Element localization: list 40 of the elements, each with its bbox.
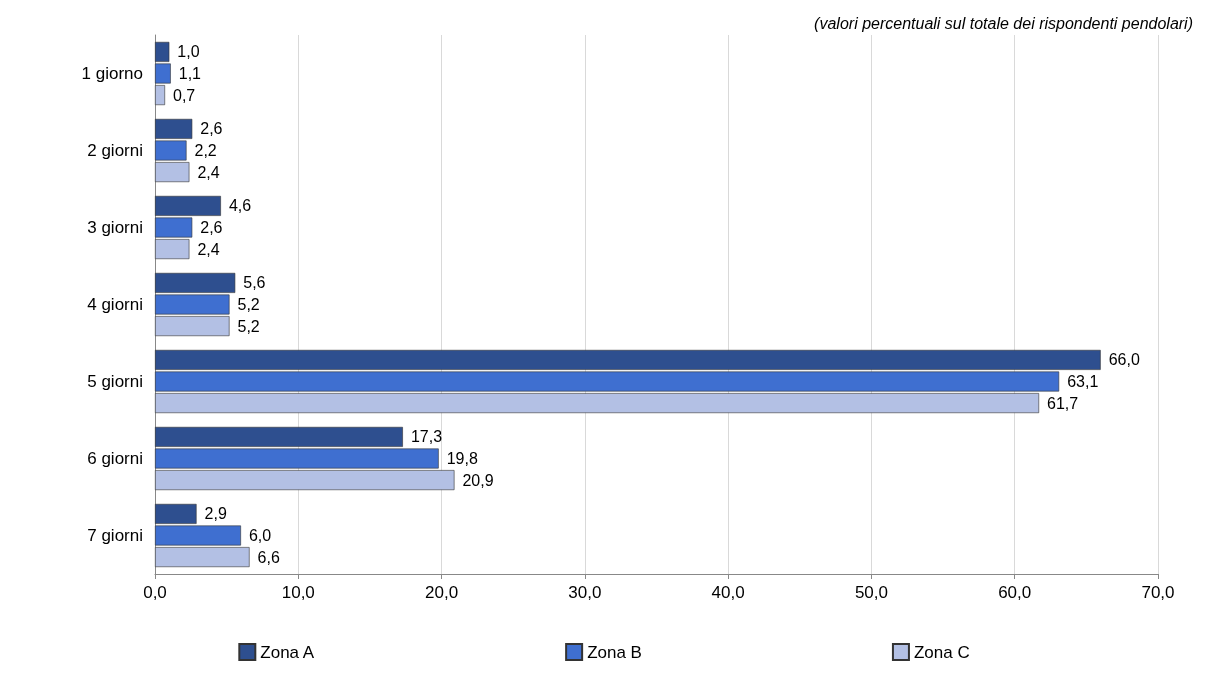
x-tick-label: 40,0	[711, 583, 745, 602]
x-tick-label: 20,0	[425, 583, 459, 602]
data-label: 6,0	[248, 527, 272, 544]
y-tick-label: 7 giorni	[87, 526, 143, 545]
data-label: 5,2	[237, 296, 260, 313]
y-tick-label: 3 giorni	[87, 218, 143, 237]
x-tick-label: 10,0	[281, 583, 315, 602]
legend-label: Zona A	[260, 642, 315, 662]
y-tick-label: 5 giorni	[87, 372, 143, 391]
data-label: 2,4	[197, 240, 220, 258]
y-tick-label: 1 giorno	[81, 64, 143, 83]
y-tick-label: 6 giorni	[87, 449, 143, 468]
data-label: 20,9	[462, 471, 494, 489]
data-label: 1,1	[178, 65, 202, 82]
chart-subtitle: (valori percentuali sul totale dei rispondenti pendolari)	[814, 14, 1194, 32]
y-tick-label: 2 giorni	[87, 141, 143, 160]
x-tick-label: 0,0	[143, 583, 167, 602]
data-label: 2,2	[194, 142, 217, 159]
data-label: 17,3	[410, 428, 443, 446]
legend-label: Zona B	[587, 642, 642, 662]
data-label: 19,8	[446, 450, 478, 467]
data-label: 61,7	[1047, 394, 1079, 412]
data-label: 2,6	[200, 120, 223, 138]
data-label: 63,1	[1067, 373, 1099, 390]
x-tick-label: 60,0	[998, 583, 1032, 602]
data-label: 66,0	[1108, 351, 1140, 369]
data-label: 5,6	[243, 274, 266, 292]
x-tick-label: 70,0	[1141, 583, 1175, 602]
data-label: 1,0	[177, 43, 200, 61]
data-label: 4,6	[228, 197, 252, 215]
x-tick-label: 30,0	[568, 583, 602, 602]
data-label: 0,7	[173, 86, 196, 104]
data-label: 2,4	[197, 163, 220, 181]
legend-label: Zona C	[913, 642, 970, 662]
data-label: 6,6	[257, 548, 280, 566]
y-tick-label: 4 giorni	[87, 295, 143, 314]
x-tick-label: 50,0	[854, 583, 888, 602]
data-label: 2,9	[204, 505, 227, 523]
data-label: 5,2	[237, 317, 260, 335]
data-label: 2,6	[200, 219, 223, 236]
